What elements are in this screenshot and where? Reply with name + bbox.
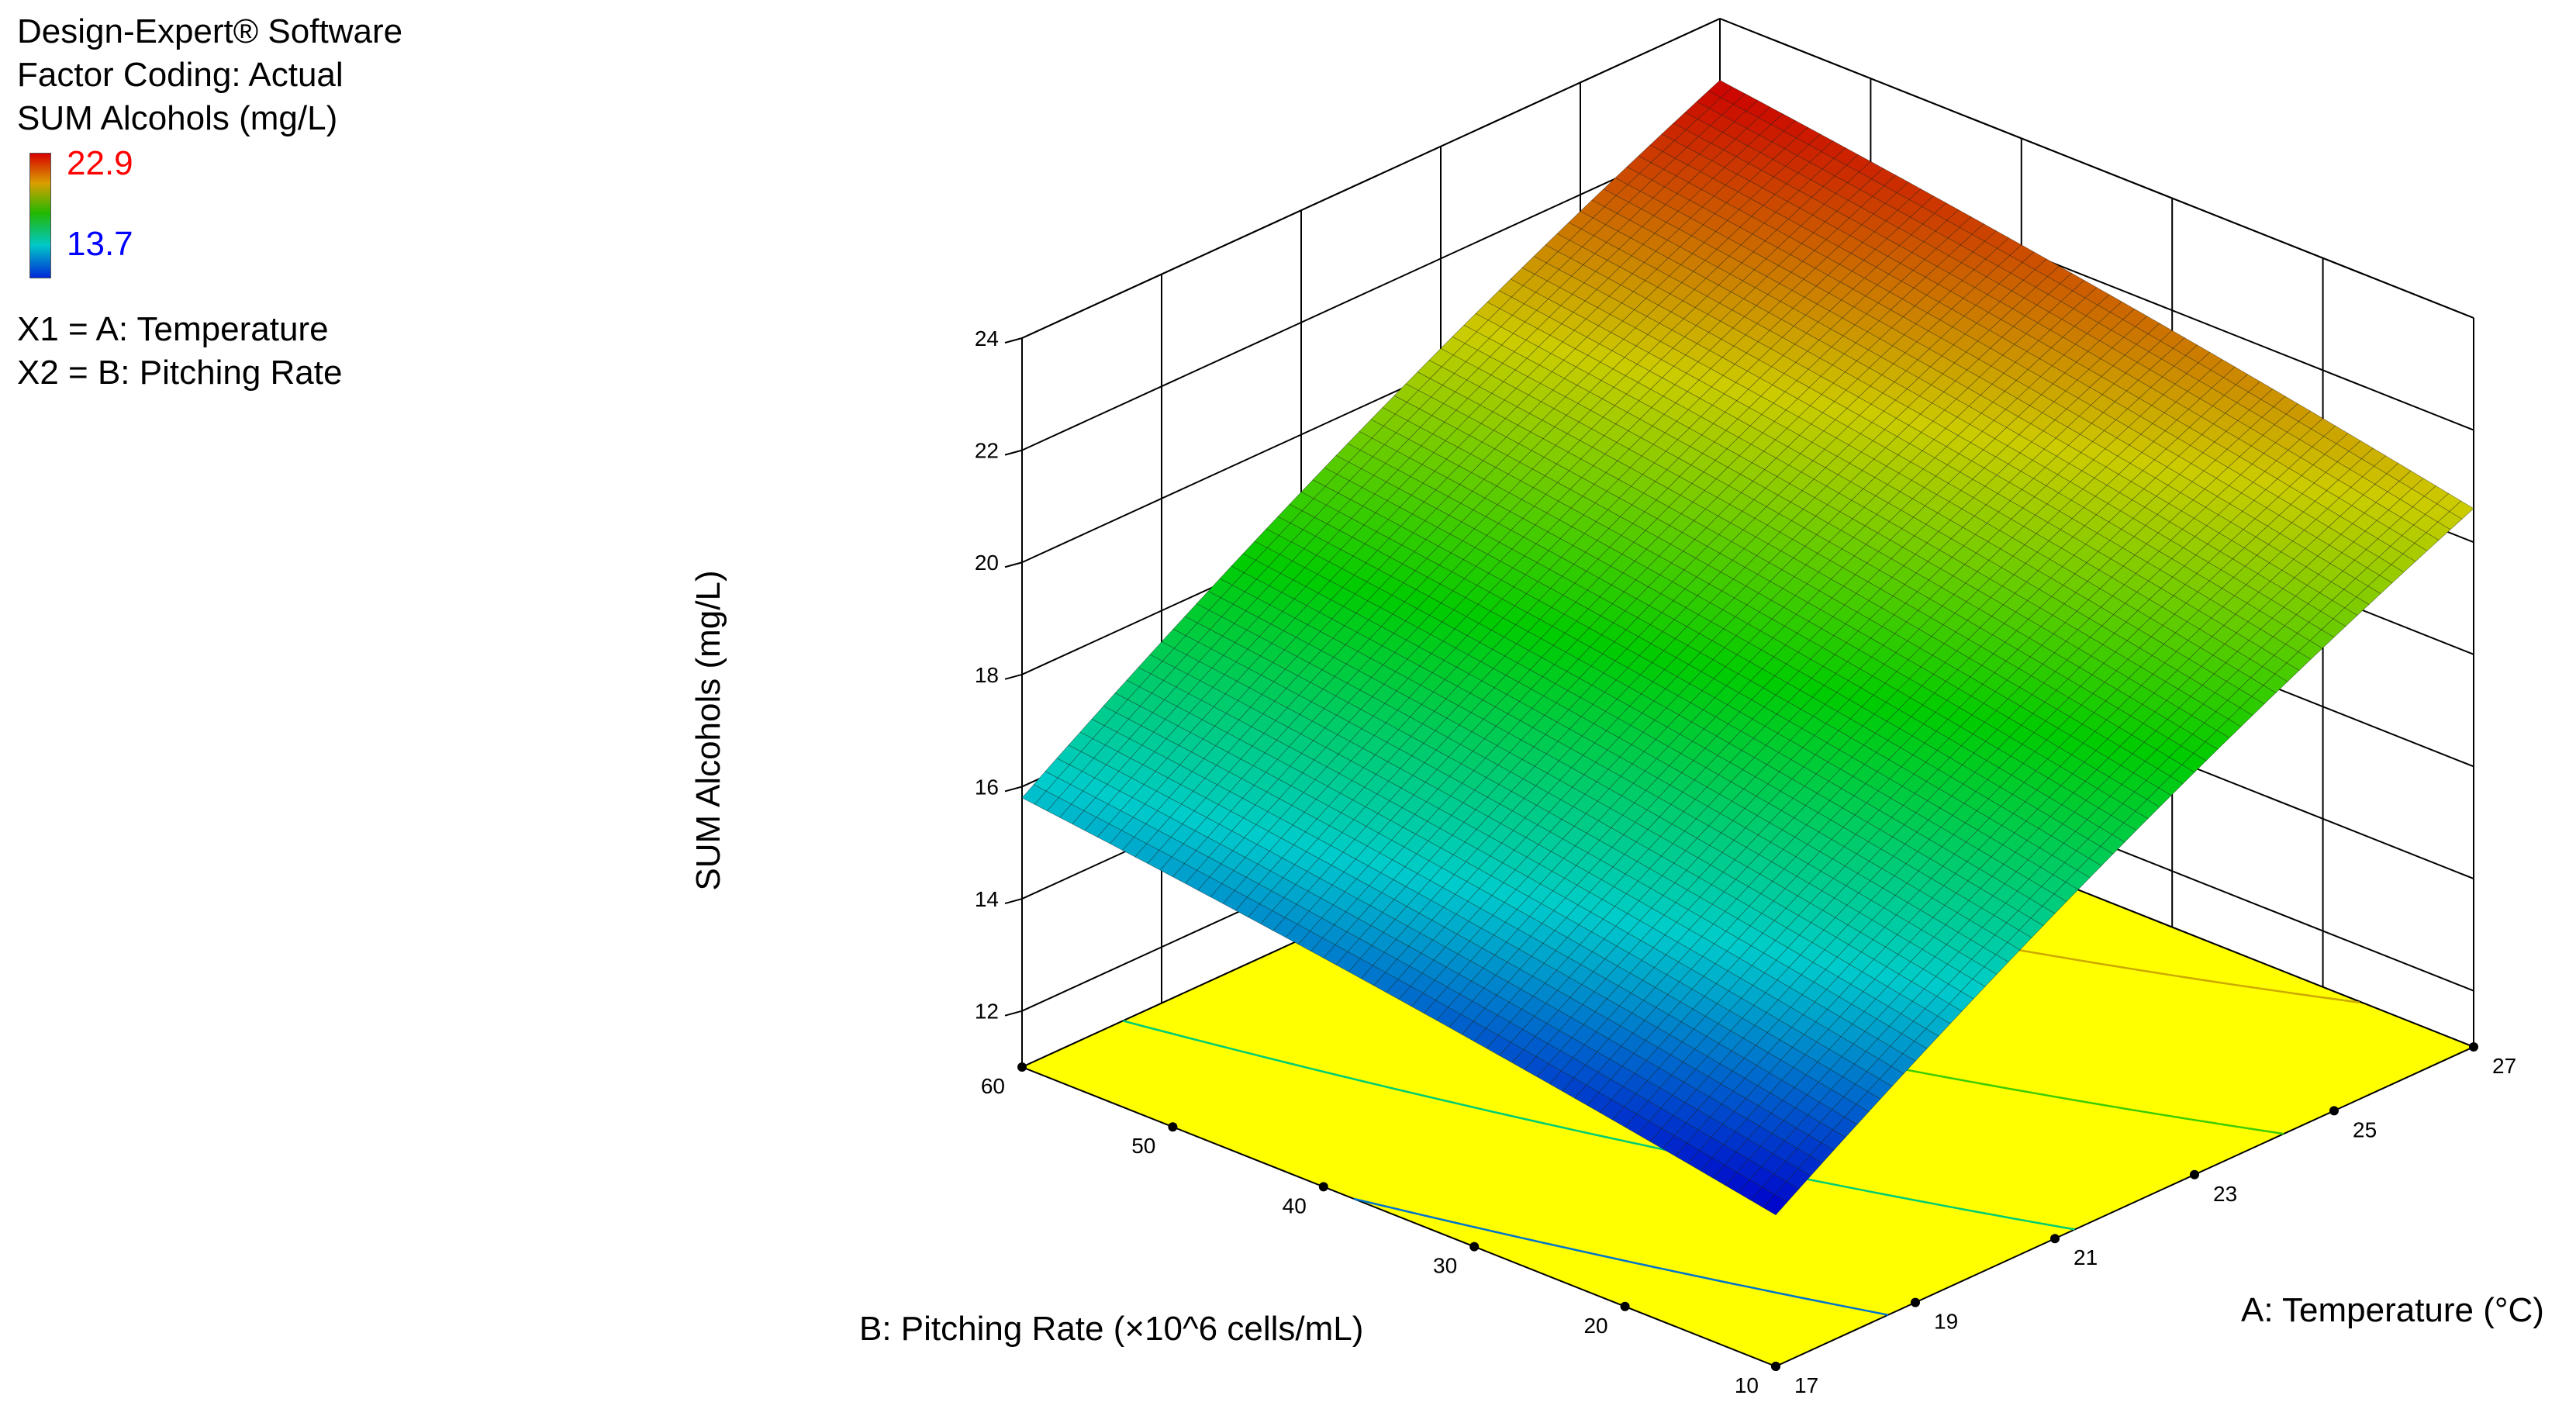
software-name: Design-Expert® Software: [17, 12, 403, 50]
factor-coding: Factor Coding: Actual: [17, 56, 344, 94]
surface-cell: [1763, 1194, 1788, 1216]
x-tick-dot: [1911, 1297, 1920, 1307]
wall-grid-z: [1021, 130, 1721, 451]
x-tick-label: 23: [2213, 1182, 2237, 1206]
y-tick-label: 20: [1583, 1314, 1607, 1338]
y-tick-dot: [1771, 1362, 1780, 1371]
x-tick-dot: [2050, 1234, 2060, 1244]
x-tick-dot: [2329, 1106, 2339, 1116]
y-tick-dot: [1620, 1301, 1630, 1311]
y-tick-dot: [1469, 1242, 1480, 1252]
x-tick-label: 25: [2353, 1117, 2377, 1141]
y-axis-label: B: Pitching Rate (×10^6 cells/mL): [859, 1310, 1363, 1348]
factor-x2: X2 = B: Pitching Rate: [17, 354, 343, 392]
x-tick-dot: [2190, 1169, 2199, 1179]
z-tick-label: 14: [975, 887, 999, 911]
x-tick-label: 27: [2492, 1054, 2516, 1078]
x-tick-label: 21: [2074, 1245, 2098, 1269]
x-axis-label: A: Temperature (°C): [2241, 1291, 2544, 1329]
wall-grid-z: [1021, 18, 1721, 339]
z-tick-mark: [1004, 898, 1023, 905]
y-tick-label: 40: [1283, 1193, 1307, 1217]
z-tick-label: 18: [975, 663, 999, 687]
x-tick-label: 17: [1794, 1373, 1818, 1397]
z-tick-mark: [1004, 337, 1023, 344]
z-tick-mark: [1004, 786, 1023, 793]
z-tick-label: 20: [975, 551, 999, 575]
z-tick-label: 22: [975, 439, 999, 463]
color-legend-bar: [29, 153, 51, 278]
y-tick-dot: [1168, 1122, 1178, 1132]
factor-x1: X1 = A: Temperature: [17, 310, 329, 348]
x-tick-dot: [2469, 1042, 2478, 1052]
z-axis-label: SUM Alcohols (mg/L): [689, 570, 727, 890]
z-tick-mark: [1004, 1010, 1023, 1017]
legend-high-value: 22.9: [67, 144, 133, 182]
floor-contour: [1353, 1197, 1889, 1316]
z-tick-mark: [1004, 561, 1023, 568]
legend-low-value: 13.7: [67, 225, 133, 263]
y-tick-label: 60: [981, 1074, 1005, 1098]
wall-grid-z: [1719, 18, 2474, 319]
z-tick-label: 12: [975, 1000, 999, 1024]
z-tick-mark: [1004, 449, 1023, 456]
response-name: SUM Alcohols (mg/L): [17, 99, 338, 137]
y-tick-dot: [1017, 1062, 1027, 1072]
z-tick-mark: [1004, 673, 1023, 680]
y-tick-label: 30: [1433, 1254, 1457, 1278]
legend-panel: Design-Expert® Software Factor Coding: A…: [17, 11, 560, 399]
y-tick-label: 10: [1735, 1373, 1759, 1397]
y-tick-dot: [1318, 1182, 1328, 1192]
floor-contour: [1122, 1020, 2075, 1231]
x-tick-label: 19: [1934, 1310, 1958, 1334]
z-tick-label: 16: [975, 775, 999, 799]
z-tick-label: 24: [975, 326, 999, 351]
y-tick-label: 50: [1131, 1134, 1155, 1158]
